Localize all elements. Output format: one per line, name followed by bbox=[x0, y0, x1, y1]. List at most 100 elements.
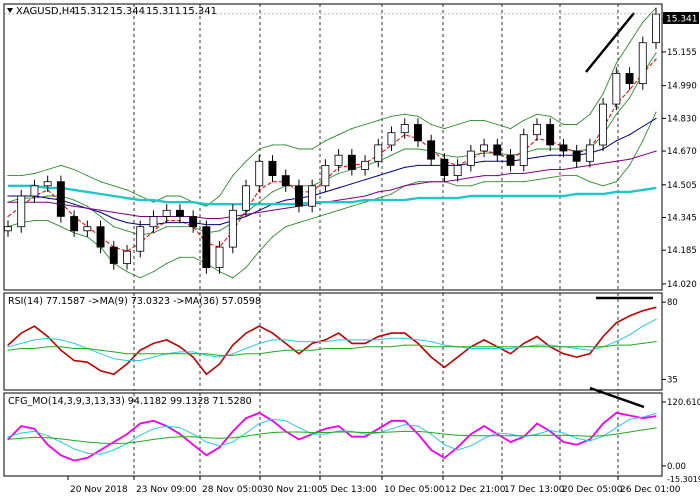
data-point bbox=[298, 427, 300, 429]
data-point bbox=[100, 370, 102, 372]
data-point bbox=[126, 442, 128, 444]
data-point bbox=[615, 191, 617, 193]
data-point bbox=[324, 341, 326, 343]
data-point bbox=[351, 205, 353, 207]
data-point bbox=[100, 193, 102, 195]
main-panel-frame bbox=[3, 3, 663, 291]
data-point bbox=[364, 199, 366, 201]
data-point bbox=[100, 209, 102, 211]
data-point bbox=[338, 199, 340, 201]
data-point bbox=[589, 438, 591, 440]
data-point bbox=[338, 339, 340, 341]
data-point bbox=[245, 435, 247, 437]
data-point bbox=[86, 361, 88, 363]
data-point bbox=[642, 416, 644, 418]
data-point bbox=[417, 425, 419, 427]
data-point bbox=[86, 175, 88, 177]
y-tick-label: 14.990 bbox=[667, 82, 697, 92]
data-point bbox=[152, 356, 155, 358]
data-point bbox=[496, 175, 498, 177]
data-point bbox=[589, 349, 591, 351]
data-point bbox=[73, 347, 75, 350]
data-point bbox=[73, 199, 75, 201]
data-point bbox=[615, 412, 617, 414]
x-tick-label: 17 Dec 13:00 bbox=[504, 485, 565, 495]
data-point bbox=[285, 342, 287, 344]
data-point bbox=[179, 226, 181, 228]
data-point bbox=[615, 113, 617, 115]
data-point bbox=[549, 344, 551, 346]
data-point bbox=[417, 115, 419, 117]
data-point bbox=[139, 359, 141, 362]
data-point bbox=[258, 211, 260, 213]
data-point bbox=[655, 415, 657, 417]
data-point bbox=[496, 123, 498, 126]
data-point bbox=[86, 191, 88, 193]
data-point bbox=[324, 433, 326, 435]
candle-body bbox=[30, 185, 39, 197]
cfg-trend-line bbox=[589, 386, 645, 409]
data-point bbox=[20, 347, 22, 350]
data-point bbox=[285, 144, 287, 146]
data-point bbox=[219, 195, 221, 197]
data-point bbox=[100, 449, 102, 451]
data-point bbox=[417, 433, 419, 435]
data-point bbox=[457, 346, 459, 348]
data-point bbox=[20, 185, 22, 187]
data-point bbox=[602, 346, 604, 348]
series-line bbox=[7, 341, 657, 356]
data-point bbox=[245, 332, 247, 334]
y-tick-label: 0.00 bbox=[667, 462, 686, 472]
data-point bbox=[324, 339, 326, 341]
data-point bbox=[642, 417, 644, 419]
data-point bbox=[655, 111, 657, 113]
data-point bbox=[509, 433, 512, 435]
data-point bbox=[430, 341, 432, 343]
data-point bbox=[7, 185, 9, 187]
candle-body bbox=[308, 185, 317, 207]
data-point bbox=[602, 162, 604, 164]
data-point bbox=[655, 412, 657, 414]
y-tick-label: 14.830 bbox=[667, 114, 697, 124]
data-point bbox=[113, 211, 115, 213]
data-point bbox=[509, 353, 512, 355]
candle-body bbox=[400, 124, 409, 134]
data-point bbox=[338, 431, 340, 433]
candle-body bbox=[17, 195, 26, 228]
candle-body bbox=[387, 132, 396, 146]
data-point bbox=[7, 201, 9, 203]
cfg-panel-frame bbox=[3, 392, 663, 477]
rsi-plot bbox=[7, 296, 657, 376]
data-point bbox=[113, 373, 115, 375]
data-point bbox=[100, 453, 102, 455]
data-point bbox=[390, 337, 393, 339]
data-point bbox=[258, 353, 260, 355]
data-point bbox=[73, 439, 75, 442]
data-point bbox=[324, 431, 326, 434]
data-point bbox=[549, 434, 551, 436]
series-line bbox=[7, 318, 657, 361]
data-point bbox=[562, 353, 565, 355]
data-point bbox=[629, 134, 631, 136]
data-point bbox=[258, 203, 260, 205]
current-price-tag: 15.341 bbox=[663, 12, 699, 25]
data-point bbox=[536, 156, 538, 158]
data-point bbox=[642, 140, 644, 142]
data-point bbox=[113, 443, 115, 445]
data-point bbox=[629, 97, 631, 99]
data-point bbox=[166, 437, 168, 439]
data-point bbox=[496, 432, 498, 434]
data-point bbox=[324, 140, 326, 142]
data-point bbox=[483, 425, 485, 427]
data-point bbox=[47, 346, 49, 348]
candle-body bbox=[347, 154, 356, 170]
data-point bbox=[523, 342, 525, 344]
data-point bbox=[615, 160, 617, 162]
candle-body bbox=[43, 181, 52, 187]
data-point bbox=[139, 422, 141, 425]
data-point bbox=[629, 431, 631, 433]
series-line bbox=[7, 52, 657, 236]
data-point bbox=[390, 346, 393, 348]
data-point bbox=[271, 191, 274, 193]
